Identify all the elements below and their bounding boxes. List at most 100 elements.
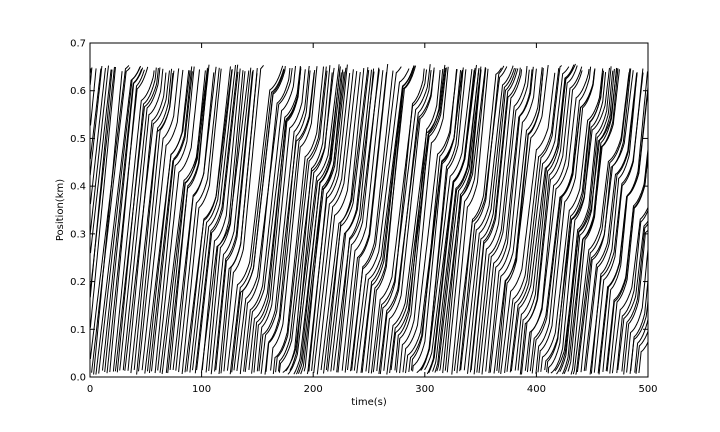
vehicle-trajectory xyxy=(226,65,284,371)
vehicle-trajectory xyxy=(220,68,258,374)
vehicle-trajectory xyxy=(172,66,217,371)
y-tick-label: 0.3 xyxy=(70,229,86,240)
vehicle-trajectory xyxy=(562,68,615,375)
vehicle-trajectory xyxy=(521,66,583,375)
vehicle-trajectory xyxy=(517,67,574,371)
vehicle-trajectory xyxy=(410,68,458,371)
vehicle-trajectory xyxy=(196,71,239,371)
vehicle-trajectory xyxy=(470,67,521,371)
vehicle-trajectory xyxy=(593,68,644,373)
y-tick-label: 0.4 xyxy=(70,182,86,193)
vehicle-trajectory xyxy=(90,65,103,176)
vehicle-trajectory xyxy=(186,66,231,372)
vehicle-trajectory xyxy=(90,66,116,328)
vehicle-trajectory xyxy=(488,68,537,374)
vehicle-trajectory xyxy=(208,71,246,371)
vehicle-trajectory xyxy=(98,66,141,374)
vehicle-trajectory xyxy=(272,66,324,375)
vehicle-trajectory xyxy=(251,72,301,374)
vehicle-trajectory xyxy=(460,65,514,371)
vehicle-trajectory xyxy=(556,66,612,375)
vehicle-trajectory xyxy=(478,69,530,373)
vehicle-trajectory xyxy=(402,69,458,373)
vehicle-trajectory xyxy=(383,69,435,371)
vehicle-trajectory xyxy=(90,65,109,236)
vehicle-trajectory xyxy=(236,68,293,371)
vehicle-trajectory xyxy=(285,65,331,372)
vehicle-trajectory xyxy=(547,73,604,374)
vehicle-trajectory xyxy=(463,67,515,371)
vehicle-trajectory xyxy=(399,66,449,374)
vehicle-trajectory xyxy=(287,66,341,375)
vehicle-trajectory xyxy=(127,72,167,371)
vehicle-trajectory xyxy=(396,68,444,373)
vehicle-trajectory xyxy=(567,67,617,372)
vehicle-trajectory xyxy=(394,70,441,371)
vehicle-trajectory xyxy=(336,68,375,373)
vehicle-trajectory xyxy=(412,70,462,372)
vehicle-trajectory xyxy=(330,69,372,372)
vehicle-trajectory xyxy=(598,82,648,375)
x-axis-label: time(s) xyxy=(351,397,387,408)
vehicle-trajectory xyxy=(112,70,155,372)
vehicle-trajectory xyxy=(341,70,384,371)
vehicle-trajectory xyxy=(119,67,161,371)
vehicle-trajectory xyxy=(200,70,250,373)
vehicle-trajectory xyxy=(178,67,220,373)
vehicle-trajectory xyxy=(585,72,638,371)
vehicle-trajectory xyxy=(370,69,428,374)
vehicle-trajectory xyxy=(481,66,534,375)
vehicle-trajectory xyxy=(192,64,236,371)
vehicle-trajectory xyxy=(157,69,200,371)
vehicle-trajectory xyxy=(473,69,522,375)
vehicle-trajectory xyxy=(616,208,648,374)
vehicle-trajectory xyxy=(531,69,596,374)
vehicle-trajectory xyxy=(327,71,375,372)
x-tick-label: 300 xyxy=(415,384,434,395)
vehicle-trajectory xyxy=(500,72,556,375)
vehicle-trajectory xyxy=(244,65,301,373)
vehicle-trajectory xyxy=(444,69,482,371)
vehicle-trajectory xyxy=(485,69,533,372)
vehicle-trajectory xyxy=(351,70,394,371)
vehicle-trajectory xyxy=(337,67,380,373)
vehicle-trajectory xyxy=(141,69,184,371)
vehicle-trajectory xyxy=(559,70,614,373)
vehicle-trajectory xyxy=(353,68,410,371)
vehicle-trajectory xyxy=(630,274,648,372)
vehicle-trajectory xyxy=(544,67,610,371)
vehicle-trajectory xyxy=(550,72,607,374)
vehicle-trajectory xyxy=(459,65,505,372)
vehicle-trajectory xyxy=(570,68,619,375)
vehicle-trajectory xyxy=(540,68,604,372)
vehicle-trajectory xyxy=(446,68,487,373)
vehicle-trajectory xyxy=(638,340,648,374)
x-tick-label: 400 xyxy=(527,384,546,395)
vehicle-trajectory xyxy=(554,68,618,372)
vehicle-trajectory xyxy=(147,70,190,372)
vehicle-trajectory xyxy=(379,70,432,375)
vehicle-trajectory xyxy=(498,68,544,373)
x-tick-label: 0 xyxy=(87,384,93,395)
vehicle-trajectory xyxy=(169,69,209,370)
vehicle-trajectory xyxy=(138,68,180,372)
vehicle-trajectory xyxy=(493,65,549,374)
vehicle-trajectory xyxy=(634,315,648,373)
vehicle-trajectory xyxy=(572,72,630,375)
vehicle-trajectory xyxy=(154,66,195,374)
vehicle-trajectory xyxy=(181,68,222,375)
vehicle-trajectory xyxy=(116,67,157,373)
vehicle-trajectory xyxy=(583,73,638,372)
vehicle-trajectory xyxy=(590,72,638,374)
y-tick-label: 0.5 xyxy=(70,134,86,145)
vehicle-trajectory xyxy=(416,69,473,374)
vehicle-trajectory xyxy=(376,68,425,372)
vehicle-trajectory xyxy=(215,69,254,371)
vehicle-trajectory xyxy=(537,68,596,373)
x-tick-label: 100 xyxy=(192,384,211,395)
vehicle-trajectory xyxy=(205,70,244,373)
vehicle-trajectory xyxy=(489,67,543,373)
vehicle-trajectory xyxy=(372,64,431,373)
vehicle-trajectory xyxy=(368,65,415,374)
vehicle-trajectory xyxy=(514,64,575,371)
